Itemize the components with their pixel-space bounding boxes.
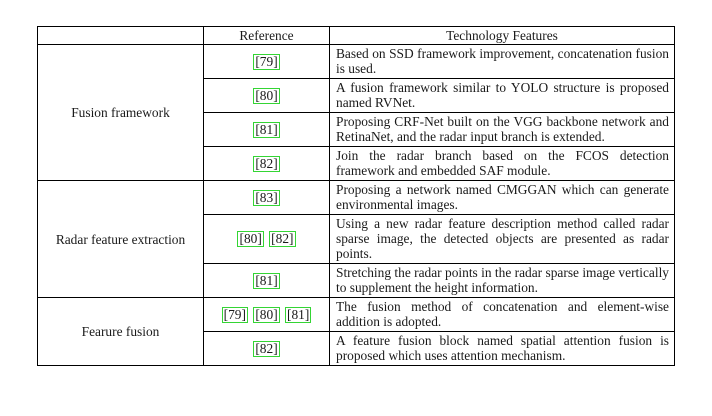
citation-number: 81: [259, 272, 274, 288]
citation-link[interactable]: [79]: [253, 53, 280, 70]
feature-cell: Using a new radar feature description me…: [329, 214, 675, 264]
citation-number: 82: [259, 155, 274, 171]
citation-link[interactable]: [80]: [237, 231, 264, 247]
table-row: [80] A fusion framework similar to YOLO s…: [38, 78, 675, 113]
citation-link[interactable]: [83]: [253, 189, 280, 206]
category-cell: Fusion framework: [37, 44, 204, 181]
citation-link[interactable]: [82]: [253, 340, 280, 357]
feature-cell: Proposing a network named CMGGAN which c…: [329, 180, 675, 215]
citation-link[interactable]: [82]: [253, 155, 280, 172]
citation-number: 82: [275, 231, 290, 246]
header-blank: [37, 26, 204, 45]
reference-cell: [82]: [203, 331, 330, 366]
citation-number: 81: [259, 121, 274, 137]
citation-link[interactable]: [81]: [285, 306, 312, 323]
header-row: Reference Technology Features: [37, 26, 675, 45]
reference-cell: [79] [80] [81]: [203, 297, 330, 332]
header-reference: Reference: [203, 26, 330, 45]
citation-number: 81: [291, 306, 305, 322]
feature-cell: A feature fusion block named spatial att…: [329, 331, 675, 366]
technology-table: Reference Technology Features Fusion fra…: [37, 26, 675, 366]
feature-cell: Join the radar branch based on the FCOS …: [329, 146, 675, 181]
feature-cell: Stretching the radar points in the radar…: [329, 263, 675, 298]
table-row: [80] [82] Using a new radar feature descr…: [38, 214, 675, 264]
header-technology-features: Technology Features: [329, 26, 675, 45]
citation-link[interactable]: [80]: [253, 306, 280, 323]
feature-cell: Proposing CRF-Net built on the VGG backb…: [329, 112, 675, 147]
table-row: Fearure fusion [79] [80] [81] The fusion m…: [37, 297, 675, 366]
feature-cell: The fusion method of concatenation and e…: [329, 297, 675, 332]
citation-number: 80: [259, 306, 274, 322]
reference-cell: [80]: [203, 78, 330, 113]
reference-cell: [82]: [203, 146, 330, 181]
table-row: [82] Join the radar branch based on the F…: [38, 146, 675, 181]
citation-number: 79: [228, 306, 242, 322]
table-row: Fusion framework [79] Based on SSD framewo…: [37, 44, 675, 181]
reference-cell: [81]: [203, 263, 330, 298]
citation-number: 80: [259, 87, 274, 103]
feature-cell: A fusion framework similar to YOLO struc…: [329, 78, 675, 113]
category-cell: Radar feature extraction: [37, 180, 204, 298]
citation-number: 83: [259, 189, 274, 205]
citation-number: 80: [243, 231, 258, 246]
category-cell: Fearure fusion: [37, 297, 204, 366]
reference-cell: [80] [82]: [203, 214, 330, 264]
citation-number: 79: [259, 53, 274, 69]
reference-cell: [81]: [203, 112, 330, 147]
table-row: Radar feature extraction [83] Proposing a …: [37, 180, 675, 298]
citation-link[interactable]: [82]: [269, 231, 296, 247]
citation-number: 82: [259, 340, 274, 356]
feature-cell: Based on SSD framework improvement, conc…: [329, 44, 675, 79]
table-row: [82] A feature fusion block named spatial…: [38, 331, 675, 366]
reference-cell: [83]: [203, 180, 330, 215]
citation-link[interactable]: [81]: [253, 121, 280, 138]
citation-link[interactable]: [79]: [221, 306, 248, 323]
reference-cell: [79]: [203, 44, 330, 79]
citation-link[interactable]: [80]: [253, 87, 280, 104]
citation-link[interactable]: [81]: [253, 272, 280, 289]
